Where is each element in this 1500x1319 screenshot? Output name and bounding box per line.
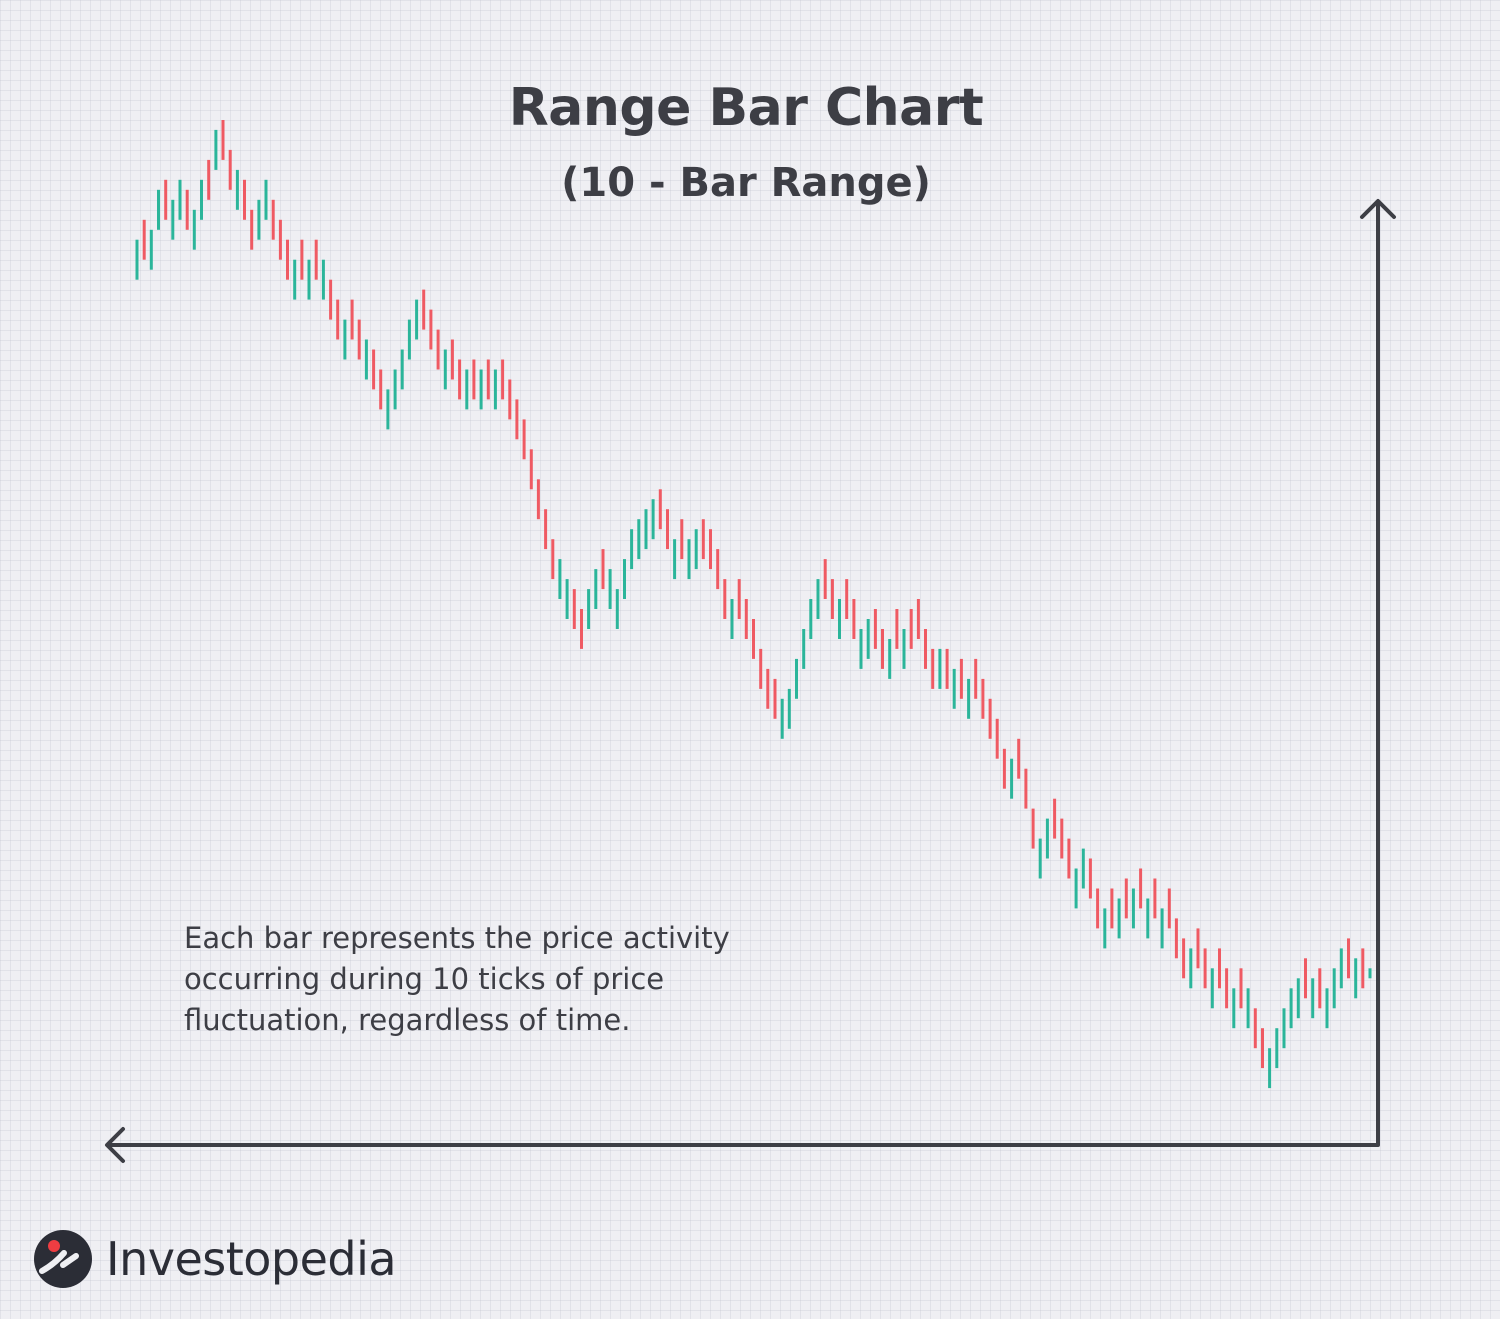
chart-title: Range Bar Chart [508,78,984,138]
time-axis-arrowhead-icon [105,1127,125,1163]
bars-layer [135,120,1372,1089]
price-axis [106,203,1380,1147]
investopedia-brand[interactable]: Investopedia [32,1226,397,1292]
brand-name: Investopedia [106,1232,397,1286]
investopedia-logo-icon [34,1230,92,1288]
chart-axes [105,199,1396,1163]
chart-annotation: Each bar represents the price activity o… [184,921,730,1037]
price-axis-arrowhead-icon [1360,199,1396,219]
chart-subtitle: (10 - Bar Range) [561,160,931,206]
